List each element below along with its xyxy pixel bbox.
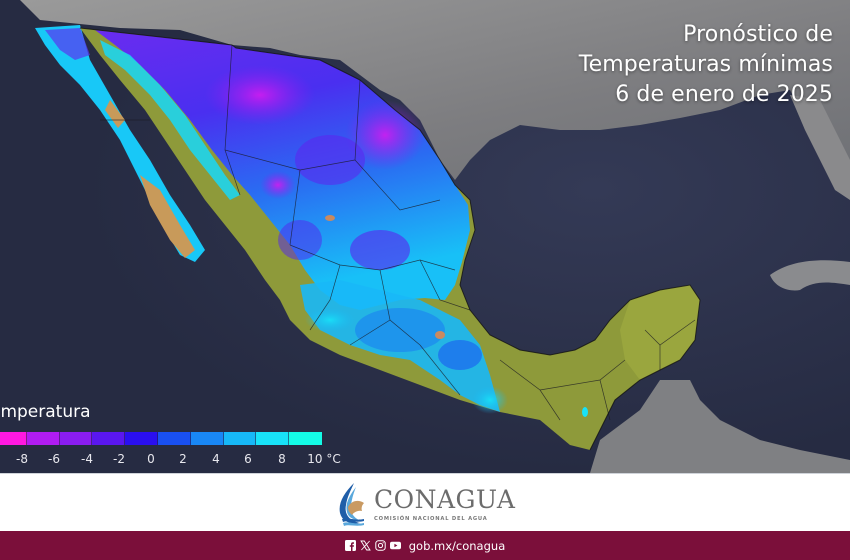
youtube-icon[interactable]: [389, 540, 401, 551]
colorbar-swatch: [0, 432, 27, 445]
colorbar-ticks: -8 -6 -4 -2 0 2 4 6 8 10 °C: [0, 452, 350, 470]
forecast-map: Pronóstico de Temperaturas mínimas 6 de …: [0, 0, 850, 473]
tick-label: -6: [48, 452, 60, 466]
colorbar-swatch: [59, 432, 93, 445]
tick-label: 8: [278, 452, 286, 466]
conagua-emblem-icon: [339, 483, 364, 526]
tick-label: -2: [113, 452, 125, 466]
colorbar-swatch: [256, 432, 290, 445]
tick-label: -8: [16, 452, 28, 466]
tick-label: 2: [179, 452, 187, 466]
legend-title: emperatura: [0, 402, 91, 422]
colorbar-swatch: [26, 432, 60, 445]
mexico-temperature-map: [0, 0, 850, 473]
logo-name: CONAGUA: [374, 484, 516, 514]
tick-label: 10 °C: [307, 452, 341, 466]
footer-bar: gob.mx/conagua: [0, 531, 850, 560]
map-title: Pronóstico de Temperaturas mínimas 6 de …: [579, 20, 833, 110]
footer-url-link[interactable]: gob.mx/conagua: [408, 538, 506, 553]
tick-label: 0: [147, 452, 155, 466]
colorbar-swatch: [289, 432, 322, 445]
colorbar-swatch: [223, 432, 257, 445]
title-line-1: Pronóstico de: [683, 22, 833, 47]
facebook-icon[interactable]: [344, 540, 356, 551]
title-line-2: Temperaturas mínimas: [578, 52, 833, 77]
logo-subtitle: COMISIÓN NACIONAL DEL AGUA: [374, 515, 488, 522]
social-icons: [344, 540, 401, 551]
x-icon[interactable]: [359, 540, 371, 551]
tick-label: -4: [81, 452, 93, 466]
title-line-3: 6 de enero de 2025: [615, 82, 833, 107]
tick-label: 4: [212, 452, 220, 466]
colorbar-swatch: [92, 432, 126, 445]
colorbar: [0, 432, 322, 445]
colorbar-swatch: [157, 432, 191, 445]
tick-label: 6: [244, 452, 252, 466]
colorbar-swatch: [190, 432, 224, 445]
logo-band: CONAGUA COMISIÓN NACIONAL DEL AGUA: [0, 473, 850, 532]
instagram-icon[interactable]: [375, 540, 386, 551]
colorbar-swatch: [125, 432, 158, 445]
conagua-logo: CONAGUA COMISIÓN NACIONAL DEL AGUA: [334, 480, 515, 528]
temperature-legend: emperatura -8 -6 -4 -2 0 2 4 6 8 10 °C: [0, 402, 350, 472]
